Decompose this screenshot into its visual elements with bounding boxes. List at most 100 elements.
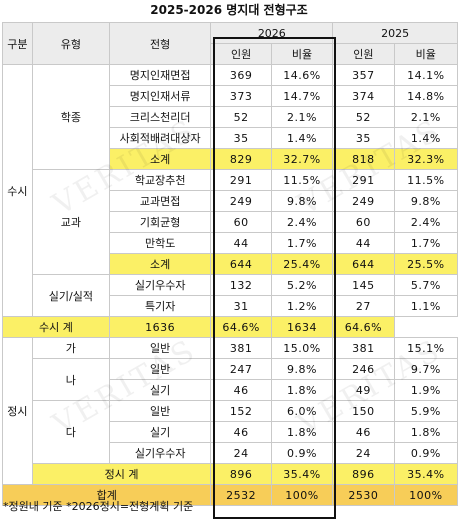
row-name: 일반 — [108, 400, 212, 422]
table-row: 다 일반 152 6.0% 150 5.9% — [3, 400, 458, 464]
count-2025: 49 — [332, 379, 395, 401]
table-row: 정시 가 일반 381 15.0% 381 15.1% — [2, 337, 458, 485]
count-2026: 35 — [210, 127, 272, 149]
count-2025: 27 — [332, 295, 395, 317]
ratio-2025: 35.4% — [393, 463, 458, 485]
header-ratio-2026: 비율 — [270, 43, 334, 65]
count-2026: 369 — [210, 64, 272, 86]
count-2025: 150 — [332, 400, 395, 422]
table-row: 특기자 31 1.2% 27 1.1% — [3, 295, 458, 317]
ratio-2026: 25.4% — [270, 253, 334, 275]
header-ratio-2025: 비율 — [393, 43, 458, 65]
ratio-2026: 14.7% — [270, 85, 334, 107]
count-2026: 829 — [210, 148, 272, 170]
count-2026: 896 — [210, 463, 272, 485]
ratio-2025: 5.7% — [393, 274, 458, 296]
count-2025: 145 — [332, 274, 395, 296]
ratio-2026: 1.2% — [270, 295, 334, 317]
ratio-2025: 100% — [393, 484, 458, 506]
ratio-2025: 11.5% — [393, 169, 458, 191]
count-2026: 2532 — [210, 484, 272, 506]
count-2025: 896 — [332, 463, 395, 485]
count-2026: 52 — [210, 106, 272, 128]
admissions-table: 구분 유형 전형 2026 2025 인원 비율 인원 비율 수시 학종 명지인… — [1, 22, 458, 506]
type-ga: 가 — [31, 337, 110, 359]
row-name: 명지인재면접 — [108, 64, 212, 86]
row-name: 실기 — [108, 421, 212, 443]
table-row: 만학도 44 1.7% 44 1.7% — [3, 232, 458, 254]
header-row-2: 인원 비율 인원 비율 — [3, 43, 458, 65]
count-2026: 152 — [210, 400, 272, 422]
ratio-2026: 100% — [270, 484, 334, 506]
header-year-2026: 2026 — [210, 22, 334, 44]
ratio-2026: 14.6% — [270, 64, 334, 86]
count-2025: 44 — [332, 232, 395, 254]
ratio-2026: 1.8% — [270, 421, 334, 443]
type-silgi: 실기/실적 — [31, 274, 110, 317]
count-2025: 52 — [332, 106, 395, 128]
row-name: 실기 — [108, 379, 212, 401]
header-year-2025: 2025 — [332, 22, 458, 44]
header-count-2026: 인원 — [210, 43, 272, 65]
row-name: 교과면접 — [108, 190, 212, 212]
count-2026: 132 — [210, 274, 272, 296]
row-name: 만학도 — [108, 232, 212, 254]
header-row-1: 구분 유형 전형 2026 2025 — [2, 22, 458, 65]
count-2025: 374 — [332, 85, 395, 107]
count-2026: 46 — [210, 379, 272, 401]
ratio-2026: 6.0% — [270, 400, 334, 422]
count-2025: 35 — [332, 127, 395, 149]
table-row: 수시 학종 명지인재면접 369 14.6% 357 14.1% — [2, 64, 458, 317]
group-jeongsi: 정시 — [2, 337, 33, 485]
ratio-2026: 32.7% — [270, 148, 334, 170]
ratio-2025: 2.1% — [393, 106, 458, 128]
count-2026: 1636 — [108, 316, 212, 338]
table-row: 나 일반 247 9.8% 246 9.7% — [3, 358, 458, 401]
row-name: 수시 계 — [2, 316, 110, 338]
count-2026: 291 — [210, 169, 272, 191]
ratio-2026: 15.0% — [270, 337, 334, 359]
admissions-table-container: 구분 유형 전형 2026 2025 인원 비율 인원 비율 수시 학종 명지인… — [1, 22, 458, 519]
count-2026: 24 — [210, 442, 272, 464]
type-da: 다 — [31, 400, 110, 464]
header-jeonhyeong: 전형 — [108, 22, 212, 65]
row-name: 일반 — [108, 358, 212, 380]
type-hakjong: 학종 — [31, 64, 110, 170]
count-2025: 24 — [332, 442, 395, 464]
jeongsi-total-row: 정시 계 896 35.4% 896 35.4% — [3, 463, 458, 485]
page-title: 2025-2026 명지대 전형구조 — [150, 3, 308, 17]
ratio-2025: 1.7% — [393, 232, 458, 254]
table-row: 기회균형 60 2.4% 60 2.4% — [3, 211, 458, 233]
ratio-2026: 2.4% — [270, 211, 334, 233]
type-gyogwa: 교과 — [31, 169, 110, 275]
count-2026: 31 — [210, 295, 272, 317]
ratio-2025: 0.9% — [393, 442, 458, 464]
table-row: 사회적배려대상자 35 1.4% 35 1.4% — [3, 127, 458, 149]
count-2026: 247 — [210, 358, 272, 380]
group-susi: 수시 — [2, 64, 33, 317]
table-row: 교과면접 249 9.8% 249 9.8% — [3, 190, 458, 212]
ratio-2025: 15.1% — [393, 337, 458, 359]
count-2025: 1634 — [270, 316, 334, 338]
row-name: 특기자 — [108, 295, 212, 317]
count-2025: 2530 — [332, 484, 395, 506]
row-name: 실기우수자 — [108, 442, 212, 464]
ratio-2026: 9.8% — [270, 190, 334, 212]
subtotal-row: 소계 644 25.4% 644 25.5% — [3, 253, 458, 275]
row-name: 기회균형 — [108, 211, 212, 233]
count-2025: 46 — [332, 421, 395, 443]
ratio-2025: 5.9% — [393, 400, 458, 422]
ratio-2025: 9.7% — [393, 358, 458, 380]
header-yuhyeong: 유형 — [31, 22, 110, 65]
footnote: *정원내 기준 *2026정시=전형계획 기준 — [3, 500, 194, 513]
ratio-2026: 5.2% — [270, 274, 334, 296]
count-2025: 60 — [332, 211, 395, 233]
susi-total-row: 수시 계 1636 64.6% 1634 64.6% — [2, 316, 458, 338]
count-2026: 249 — [210, 190, 272, 212]
ratio-2025: 2.4% — [393, 211, 458, 233]
ratio-2025: 32.3% — [393, 148, 458, 170]
table-row: 교과 학교장추천 291 11.5% 291 11.5% — [3, 169, 458, 275]
ratio-2025: 25.5% — [393, 253, 458, 275]
count-2025: 644 — [332, 253, 395, 275]
row-name: 학교장추천 — [108, 169, 212, 191]
